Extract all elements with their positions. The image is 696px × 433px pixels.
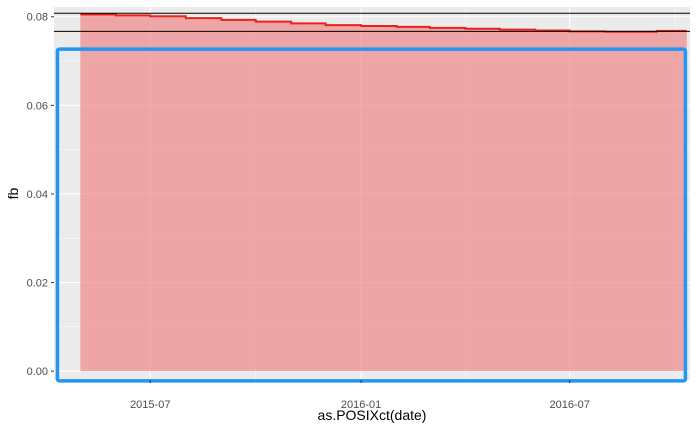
area-fill bbox=[80, 14, 687, 372]
y-tick-label: 0.02 bbox=[27, 278, 48, 290]
highlight-box bbox=[55, 47, 688, 383]
y-axis-title: fb bbox=[5, 187, 21, 199]
x-axis-title: as.POSIXct(date) bbox=[318, 407, 427, 423]
x-tick-label: 2016-01 bbox=[341, 399, 381, 411]
y-tick-label: 0.06 bbox=[27, 100, 48, 112]
y-tick-label: 0.08 bbox=[27, 12, 48, 24]
y-tick-label: 0.04 bbox=[27, 189, 48, 201]
x-tick-label: 2016-07 bbox=[549, 399, 589, 411]
x-tick-label: 2015-07 bbox=[130, 399, 170, 411]
y-tick-label: 0.00 bbox=[27, 366, 48, 378]
